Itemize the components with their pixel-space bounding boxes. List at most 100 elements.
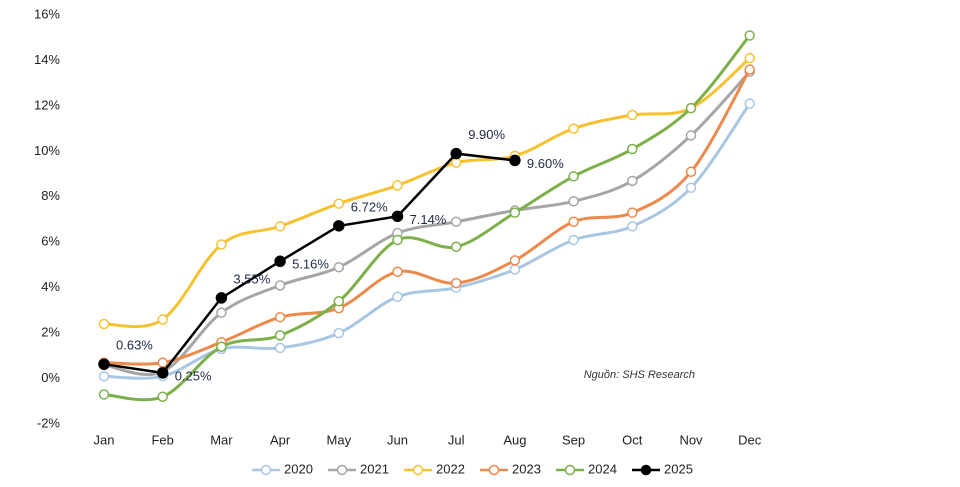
data-label: 5.16% xyxy=(292,257,329,272)
legend-marker xyxy=(412,464,424,476)
y-tick-label: 8% xyxy=(41,188,60,203)
marker xyxy=(392,234,403,246)
line xyxy=(103,57,751,329)
marker xyxy=(450,241,462,253)
x-tick-label: Apr xyxy=(270,432,291,447)
y-tick-label: 14% xyxy=(34,52,60,67)
marker xyxy=(568,216,579,228)
x-tick-label: May xyxy=(327,432,352,447)
y-tick-label: -2% xyxy=(37,415,61,430)
marker xyxy=(627,207,638,218)
legend-label: 2024 xyxy=(588,461,617,476)
marker xyxy=(274,221,286,232)
marker xyxy=(98,371,110,382)
marker xyxy=(450,277,462,289)
marker xyxy=(509,264,521,275)
series xyxy=(98,147,521,379)
legend-marker xyxy=(564,464,576,476)
data-label: 0.25% xyxy=(175,368,212,383)
marker xyxy=(627,143,638,155)
marker xyxy=(274,280,286,291)
marker xyxy=(509,154,521,167)
x-tick-label: Oct xyxy=(622,432,643,447)
marker xyxy=(98,318,110,330)
y-tick-label: 6% xyxy=(41,234,60,249)
marker xyxy=(450,216,462,228)
marker xyxy=(744,64,755,75)
marker xyxy=(685,102,697,114)
line xyxy=(103,70,751,376)
marker xyxy=(744,98,755,109)
data-label: 3.55% xyxy=(233,271,270,286)
y-tick-label: 12% xyxy=(34,97,60,112)
marker xyxy=(568,123,579,134)
x-tick-label: Mar xyxy=(210,432,233,447)
y-tick-label: 4% xyxy=(41,279,60,294)
marker xyxy=(216,341,227,352)
marker xyxy=(216,307,227,318)
marker xyxy=(333,261,345,273)
marker xyxy=(627,221,638,232)
marker xyxy=(216,239,227,250)
marker xyxy=(274,330,286,341)
marker xyxy=(274,255,286,268)
x-tick-label: Aug xyxy=(503,432,526,447)
marker xyxy=(568,171,579,182)
legend-marker xyxy=(260,464,272,476)
marker xyxy=(156,367,169,379)
marker xyxy=(333,198,345,209)
legend-marker xyxy=(336,464,348,476)
legend-label: 2020 xyxy=(284,461,313,476)
marker xyxy=(450,157,462,168)
marker xyxy=(215,292,228,304)
marker xyxy=(685,130,697,141)
marker xyxy=(98,389,110,400)
marker xyxy=(392,291,403,303)
marker xyxy=(568,196,579,207)
marker xyxy=(391,210,404,223)
marker xyxy=(333,220,345,232)
x-tick-label: Jan xyxy=(94,432,115,447)
legend-label: 2025 xyxy=(664,461,693,476)
marker xyxy=(274,311,286,323)
marker xyxy=(392,266,403,278)
marker xyxy=(744,52,755,64)
legend-label: 2023 xyxy=(512,461,541,476)
y-tick-label: 0% xyxy=(41,370,60,385)
source-note: Nguồn: SHS Research xyxy=(584,369,695,381)
marker xyxy=(157,391,168,402)
marker xyxy=(685,166,697,178)
legend-label: 2022 xyxy=(436,461,465,476)
data-label: 0.63% xyxy=(116,338,153,353)
legend-marker xyxy=(488,464,500,476)
legend-label: 2021 xyxy=(360,461,389,476)
data-label: 9.60% xyxy=(527,156,564,171)
x-tick-label: Nov xyxy=(679,432,703,447)
series xyxy=(98,30,755,402)
marker xyxy=(157,314,168,325)
marker xyxy=(509,255,521,266)
y-tick-label: 2% xyxy=(41,325,60,340)
x-tick-label: Jun xyxy=(387,432,408,447)
marker xyxy=(509,207,521,218)
marker xyxy=(392,180,403,191)
data-label: 9.90% xyxy=(468,127,505,142)
series xyxy=(98,52,755,330)
x-tick-label: Feb xyxy=(151,432,173,447)
marker xyxy=(333,296,345,307)
marker xyxy=(333,327,345,339)
marker xyxy=(627,175,638,187)
data-label: 6.72% xyxy=(351,199,388,214)
marker xyxy=(274,342,286,354)
y-tick-label: 10% xyxy=(34,143,60,158)
marker xyxy=(744,30,755,41)
marker xyxy=(157,357,168,368)
x-tick-label: Jul xyxy=(448,432,465,447)
marker xyxy=(98,358,110,370)
line xyxy=(103,152,516,375)
x-tick-label: Dec xyxy=(738,432,762,447)
marker xyxy=(627,109,638,121)
marker xyxy=(568,234,579,246)
y-tick-label: 16% xyxy=(34,6,60,21)
